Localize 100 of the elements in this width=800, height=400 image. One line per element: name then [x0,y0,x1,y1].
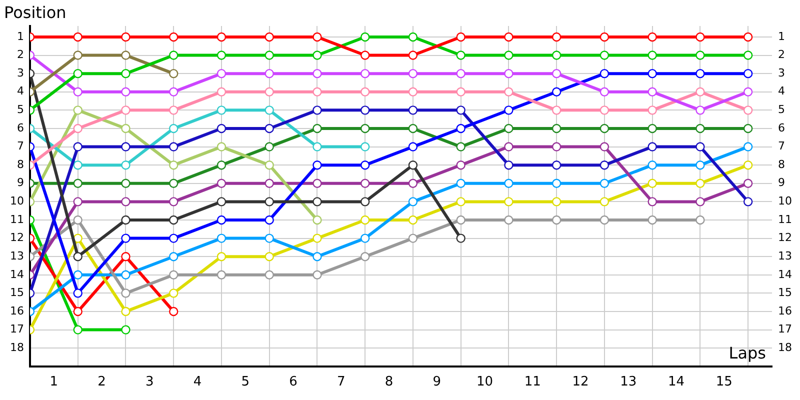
point [600,160,610,170]
point [600,32,610,42]
point [696,32,705,42]
x-axis-title: Laps [728,344,766,363]
y-tick-label: 5 [16,103,24,116]
point [312,50,322,60]
point [648,106,657,115]
point [73,234,82,243]
point [264,215,274,225]
point [552,142,562,152]
point [696,50,705,60]
point [121,50,130,60]
point [121,215,130,225]
point [743,124,753,134]
point [456,234,466,243]
point [552,50,562,60]
point [312,215,322,225]
y2-tick-label: 16 [778,304,792,318]
point [504,142,514,152]
point [312,178,322,188]
y-tick-label: 12 [10,231,24,244]
point [743,68,753,78]
point [216,87,226,96]
point [312,270,322,280]
point [121,270,130,280]
point [121,325,130,334]
point [648,87,657,96]
point [456,68,466,78]
point [216,252,226,262]
point [648,142,657,152]
point [264,50,274,60]
y2-tick-label: 9 [778,176,786,190]
point [73,325,82,334]
point [264,160,274,170]
point [743,50,753,60]
point [360,160,370,170]
point [648,124,657,134]
point [552,68,562,78]
y2-tick-label: 14 [778,268,792,281]
point [408,215,418,225]
point [169,197,178,206]
point [504,160,514,170]
x-tick-label: 12 [572,374,589,390]
x-tick-label: 7 [337,374,346,390]
x-tick-label: 14 [668,374,685,390]
x-tick-label: 6 [289,374,298,390]
point [216,178,226,188]
point [121,252,130,262]
y-tick-label: 4 [16,84,24,98]
point [696,215,705,225]
point [648,197,657,206]
point [743,160,753,170]
x-tick-label: 8 [384,374,394,390]
x-tick-label: 4 [193,374,202,390]
x-tick-label: 5 [241,374,250,390]
point [121,142,130,152]
point [121,87,130,96]
point [552,215,562,225]
point [264,270,274,280]
point [360,215,370,225]
point [169,32,178,42]
y2-tick-label: 5 [778,103,786,116]
x-tick-label: 3 [146,374,154,390]
y-tick-label: 9 [16,176,24,190]
point [408,32,418,42]
point [216,215,226,225]
point [456,142,466,152]
point [216,32,226,42]
point [73,87,82,96]
y2-tick-label: 3 [778,66,786,80]
point [169,142,178,152]
y2-tick-label: 2 [778,48,786,62]
point [600,106,610,115]
point [264,252,274,262]
y-tick-label: 3 [16,66,24,80]
point [312,197,322,206]
point [743,106,753,115]
y-axis-title: Position [4,3,66,22]
point [456,87,466,96]
point [504,87,514,96]
point [312,68,322,78]
point [312,252,322,262]
point [216,50,226,60]
point [743,142,753,152]
point [408,160,418,170]
y-tick-label: 13 [10,249,24,262]
x-tick-label: 10 [476,374,494,390]
point [600,87,610,96]
x-tick-label: 2 [98,374,106,390]
x-tick-label: 9 [432,374,442,390]
point [73,306,82,316]
y-tick-label: 16 [10,304,24,318]
point [73,288,82,298]
point [408,68,418,78]
point [169,50,178,60]
point [169,306,178,316]
point [504,197,514,206]
point [216,234,226,243]
point [216,197,226,206]
point [504,68,514,78]
